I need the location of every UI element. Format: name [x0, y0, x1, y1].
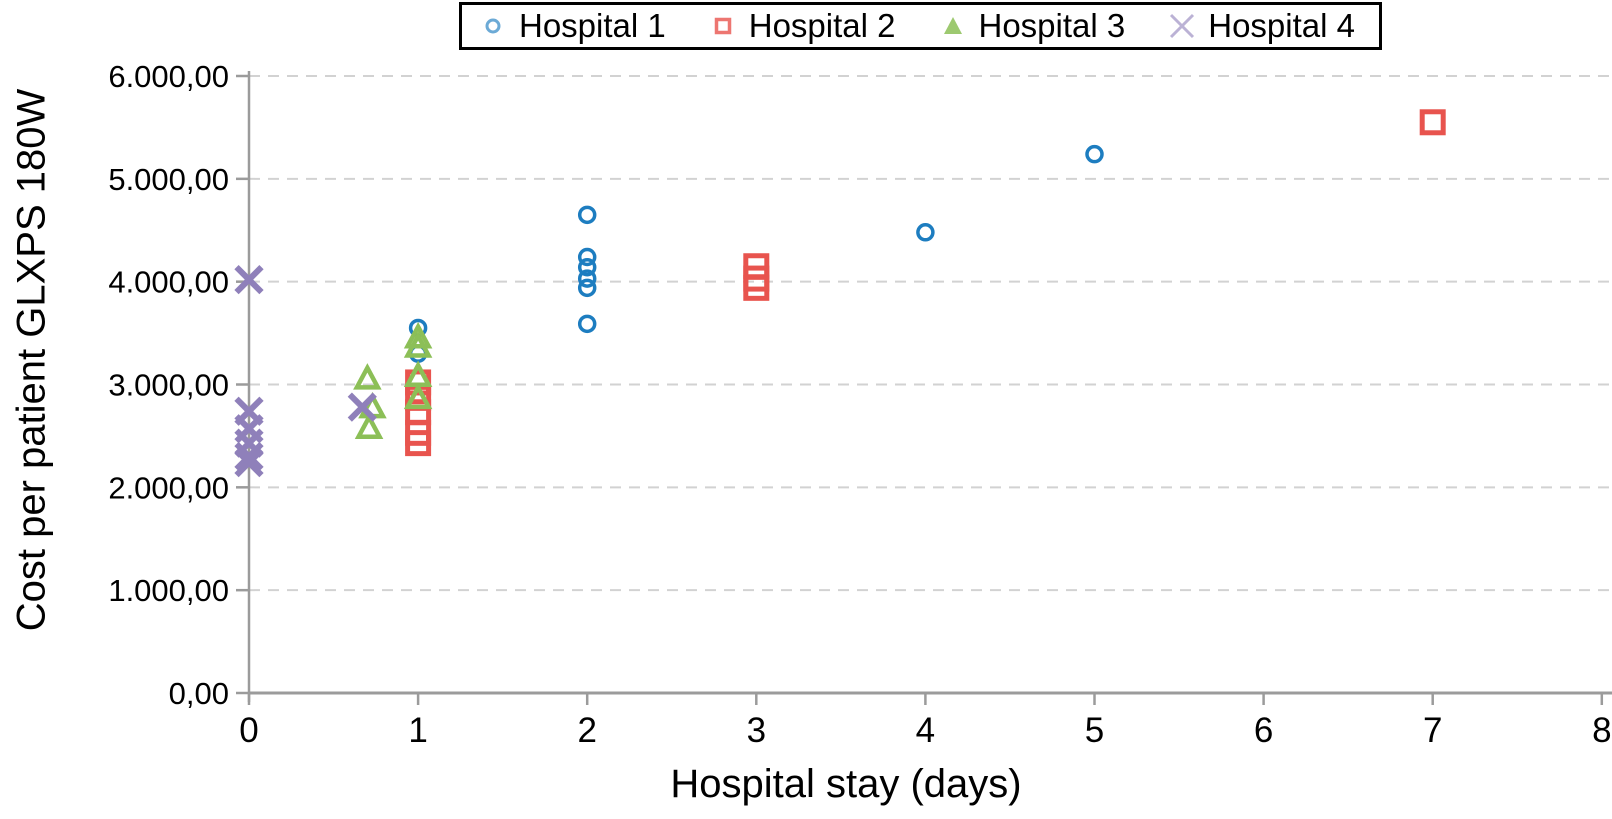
- hospital-1-point: [916, 223, 935, 242]
- y-tick-label: 2.000,00: [108, 470, 229, 505]
- x-tick-label: 6: [1254, 711, 1273, 750]
- x-tick-label: 7: [1423, 711, 1442, 750]
- circle-icon: [485, 18, 501, 34]
- x-tick-label: 8: [1592, 711, 1611, 750]
- y-tick-label: 3.000,00: [108, 368, 229, 403]
- triangle-icon: [943, 17, 962, 34]
- hospital-1-point: [577, 258, 597, 277]
- x-tick-label: 0: [239, 711, 258, 750]
- hospital-1-point: [1085, 144, 1104, 164]
- legend: Hospital 1 Hospital 2 Hospital 3 Hospital 4: [459, 2, 1382, 50]
- legend-item-hospital-4: Hospital 4: [1167, 6, 1355, 44]
- x-tick-label: 3: [747, 711, 766, 750]
- hospital-2-point: [743, 274, 770, 301]
- y-tick-label: 1.000,00: [108, 573, 229, 608]
- y-axis-title: Cost per patient GLXPS 180W: [9, 88, 54, 632]
- x-tick-label: 5: [1085, 711, 1104, 750]
- legend-item-label: Hospital 1: [519, 6, 666, 44]
- hospital-4-point: [234, 264, 264, 295]
- y-tick-label: 5.000,00: [108, 162, 229, 197]
- hospital-2-point: [405, 430, 432, 457]
- hospital-3-point: [403, 321, 433, 349]
- hospital-1-point: [577, 205, 597, 225]
- hospital-1-point: [577, 269, 597, 288]
- hospital-3-point: [353, 363, 382, 390]
- square-icon: [714, 17, 731, 35]
- y-tick-label: 4.000,00: [108, 265, 229, 300]
- legend-item-hospital-1: Hospital 1: [478, 6, 666, 44]
- hospital-4-point: [347, 392, 377, 422]
- x-axis-title: Hospital stay (days): [670, 762, 1022, 806]
- hospital-4-point: [234, 448, 264, 478]
- hospital-3-point: [403, 331, 433, 358]
- legend-item-label: Hospital 4: [1208, 6, 1355, 44]
- hospital-1-point: [577, 314, 597, 334]
- hospital-4-point: [234, 441, 264, 472]
- hospital-3-point: [403, 360, 433, 388]
- hospital-3-point: [354, 412, 384, 439]
- legend-item-label: Hospital 2: [748, 6, 896, 44]
- x-tick-label: 1: [408, 711, 427, 750]
- y-tick-label: 0,00: [169, 676, 229, 711]
- legend-item-hospital-3: Hospital 3: [938, 6, 1126, 44]
- x-icon: [1170, 13, 1195, 39]
- legend-item-label: Hospital 3: [978, 6, 1126, 44]
- y-tick-label: 6.000,00: [108, 59, 229, 94]
- x-tick-label: 2: [577, 711, 596, 750]
- hospital-1-point: [577, 278, 597, 298]
- x-tick-label: 4: [916, 711, 935, 750]
- hospital-1-point: [577, 247, 597, 267]
- hospital-2-point: [1419, 109, 1446, 136]
- legend-item-hospital-2: Hospital 2: [708, 6, 896, 44]
- hospital-3-point: [403, 382, 433, 410]
